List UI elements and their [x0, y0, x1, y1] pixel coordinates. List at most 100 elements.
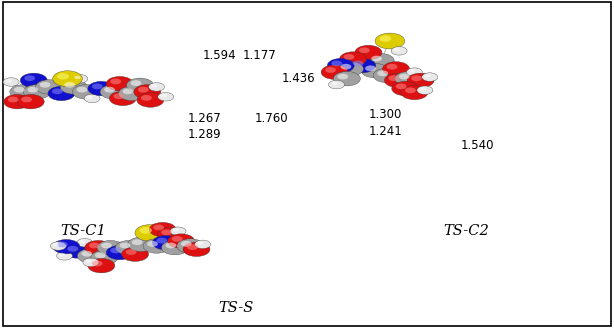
Circle shape [384, 73, 411, 88]
Circle shape [60, 80, 87, 94]
Text: 1.289: 1.289 [187, 128, 221, 141]
Circle shape [126, 78, 154, 92]
Circle shape [120, 243, 130, 248]
Circle shape [48, 86, 75, 101]
Circle shape [387, 64, 397, 70]
Circle shape [56, 252, 72, 260]
Circle shape [158, 92, 174, 101]
Circle shape [87, 95, 93, 99]
Circle shape [57, 73, 69, 79]
Circle shape [88, 258, 115, 273]
Circle shape [3, 78, 19, 86]
Circle shape [389, 75, 399, 81]
Circle shape [361, 63, 388, 78]
Circle shape [355, 45, 382, 60]
Circle shape [74, 76, 80, 79]
Text: 1.267: 1.267 [187, 112, 221, 125]
Circle shape [95, 253, 106, 258]
Circle shape [157, 238, 167, 243]
Circle shape [405, 88, 416, 93]
Circle shape [91, 250, 118, 265]
Circle shape [392, 81, 419, 96]
Circle shape [371, 56, 382, 61]
Circle shape [173, 228, 179, 232]
Circle shape [379, 35, 391, 42]
Circle shape [77, 249, 104, 263]
Circle shape [151, 84, 157, 87]
Circle shape [154, 225, 164, 230]
Circle shape [97, 240, 124, 255]
Circle shape [10, 85, 37, 99]
Circle shape [157, 227, 184, 242]
Circle shape [126, 249, 136, 255]
Circle shape [92, 261, 103, 266]
Circle shape [25, 75, 35, 81]
Circle shape [152, 236, 179, 250]
Circle shape [85, 259, 91, 263]
Circle shape [422, 73, 438, 81]
Circle shape [132, 239, 142, 245]
Circle shape [160, 94, 166, 97]
Circle shape [8, 97, 18, 102]
Circle shape [166, 243, 176, 248]
Text: 1.540: 1.540 [460, 139, 494, 153]
Circle shape [101, 243, 112, 248]
Circle shape [104, 87, 115, 92]
Circle shape [52, 89, 63, 94]
Circle shape [138, 87, 149, 92]
Circle shape [77, 238, 93, 247]
Circle shape [128, 237, 155, 252]
Circle shape [4, 94, 31, 109]
Circle shape [341, 64, 351, 70]
Circle shape [168, 234, 195, 248]
Circle shape [394, 48, 400, 51]
Circle shape [367, 53, 394, 68]
Circle shape [344, 54, 354, 60]
Circle shape [340, 52, 367, 66]
Circle shape [407, 73, 434, 88]
Circle shape [64, 82, 75, 88]
Circle shape [135, 225, 166, 241]
Circle shape [28, 87, 38, 92]
Circle shape [111, 79, 121, 84]
Circle shape [59, 253, 65, 256]
Circle shape [114, 93, 124, 99]
Text: 1.300: 1.300 [368, 108, 402, 121]
Circle shape [79, 240, 85, 243]
Circle shape [332, 61, 342, 66]
Text: TS-C1: TS-C1 [60, 224, 106, 238]
Circle shape [411, 75, 422, 81]
Circle shape [195, 240, 211, 249]
Circle shape [139, 227, 152, 234]
Circle shape [115, 240, 142, 255]
Circle shape [338, 74, 348, 79]
Circle shape [183, 242, 210, 256]
Circle shape [53, 71, 82, 87]
Circle shape [172, 236, 182, 242]
Circle shape [399, 74, 410, 79]
Circle shape [84, 94, 100, 103]
Text: 1.241: 1.241 [368, 125, 402, 138]
Circle shape [83, 258, 99, 267]
Circle shape [401, 85, 428, 100]
Circle shape [77, 87, 87, 92]
Circle shape [123, 89, 133, 94]
Circle shape [85, 240, 112, 255]
Circle shape [161, 230, 172, 235]
Circle shape [383, 62, 410, 76]
Circle shape [82, 251, 92, 256]
Circle shape [72, 85, 99, 99]
Circle shape [106, 76, 133, 91]
Circle shape [406, 68, 422, 76]
Text: 1.760: 1.760 [255, 112, 289, 125]
Circle shape [333, 72, 360, 86]
Circle shape [149, 83, 165, 91]
Circle shape [177, 239, 204, 253]
Circle shape [53, 243, 59, 246]
Text: 1.177: 1.177 [243, 49, 276, 62]
Text: TS-S: TS-S [219, 301, 254, 315]
Circle shape [72, 74, 88, 83]
Circle shape [20, 73, 47, 88]
Circle shape [378, 71, 388, 76]
Circle shape [53, 239, 80, 254]
